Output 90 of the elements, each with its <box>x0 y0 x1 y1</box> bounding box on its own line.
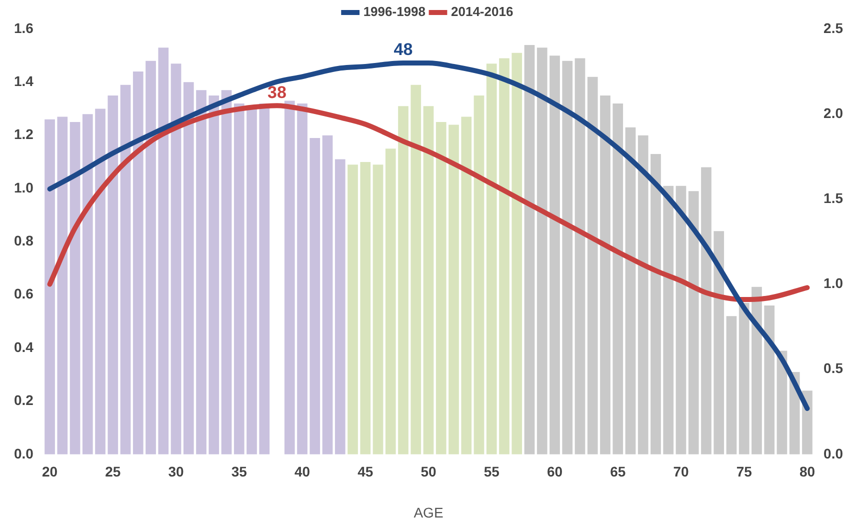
bar <box>764 306 775 454</box>
bar <box>752 286 762 454</box>
bar <box>44 119 55 454</box>
bar <box>738 302 750 454</box>
bar <box>221 90 232 454</box>
bar <box>146 60 156 454</box>
y2-tick-label: 1.5 <box>824 190 844 206</box>
bar <box>183 82 194 454</box>
bar <box>701 167 712 454</box>
y-tick-label: 0.6 <box>14 286 34 302</box>
x-tick-label: 60 <box>546 464 563 480</box>
x-tick-label: 55 <box>484 464 500 480</box>
x-tick-label: 40 <box>294 464 310 480</box>
legend-label: 1996-1998 <box>363 4 426 20</box>
bar <box>726 316 737 454</box>
bar <box>663 186 674 454</box>
bar <box>170 64 182 454</box>
bar <box>297 103 308 454</box>
bar <box>108 95 118 454</box>
bar <box>600 95 610 454</box>
bar <box>348 164 358 454</box>
bar <box>612 103 624 454</box>
y-tick-label: 1.0 <box>14 179 34 196</box>
bar <box>82 114 93 454</box>
bar <box>360 162 371 454</box>
bar <box>688 191 699 454</box>
bar <box>385 148 396 454</box>
bar <box>474 95 484 454</box>
bar <box>95 108 106 454</box>
bar <box>208 95 220 454</box>
x-tick-label: 50 <box>420 464 436 480</box>
bar <box>310 138 320 454</box>
bar <box>334 159 346 454</box>
bar <box>70 122 80 454</box>
bar <box>410 84 422 454</box>
y-tick-label: 1.2 <box>14 126 34 142</box>
x-tick-label: 75 <box>736 464 752 480</box>
bar <box>398 106 408 454</box>
bar <box>638 135 648 454</box>
x-tick-label: 20 <box>42 464 58 480</box>
bar <box>536 48 548 454</box>
x-axis-title: AGE <box>414 504 444 520</box>
bar <box>562 60 573 454</box>
annotation: 48 <box>394 40 413 60</box>
bar <box>259 103 270 454</box>
y-tick-label: 0.8 <box>14 232 34 249</box>
x-tick-label: 80 <box>799 464 816 480</box>
x-tick-label: 45 <box>358 464 374 480</box>
bar <box>550 56 560 454</box>
bar <box>372 164 384 454</box>
bar <box>499 58 510 454</box>
bar <box>448 124 459 454</box>
x-tick-label: 30 <box>168 464 184 480</box>
legend-label: 2014-2016 <box>451 4 514 20</box>
bar <box>486 64 497 454</box>
x-tick-label: 65 <box>610 464 626 480</box>
y-tick-label: 0.4 <box>14 338 34 355</box>
y2-tick-label: 0.0 <box>824 445 844 462</box>
bar <box>802 390 812 454</box>
bar <box>625 127 636 454</box>
bar <box>120 84 131 454</box>
y-tick-label: 0.2 <box>14 392 34 408</box>
x-tick-label: 35 <box>231 464 248 480</box>
bar <box>676 186 686 454</box>
y-tick-label: 1.4 <box>14 73 34 90</box>
y2-tick-label: 0.5 <box>824 360 844 376</box>
bar <box>714 231 724 454</box>
bar <box>574 58 586 454</box>
y2-tick-label: 2.0 <box>824 104 844 121</box>
bar <box>158 48 169 454</box>
bar <box>423 106 434 454</box>
bar <box>650 154 661 454</box>
bar <box>132 72 144 454</box>
bar <box>234 103 244 454</box>
bar <box>57 116 68 454</box>
y2-tick-label: 2.5 <box>824 20 844 36</box>
bar <box>587 76 598 454</box>
x-tick-label: 70 <box>673 464 689 480</box>
y-tick-label: 1.6 <box>14 20 34 36</box>
bar <box>284 100 295 454</box>
bar <box>524 44 535 454</box>
annotation: 38 <box>268 82 286 102</box>
bar <box>512 52 522 454</box>
y-tick-label: 0.0 <box>14 445 34 462</box>
y2-tick-label: 1.0 <box>824 275 844 292</box>
bar <box>196 90 206 454</box>
bar <box>436 122 446 454</box>
x-tick-label: 25 <box>105 464 121 480</box>
bar <box>322 135 333 454</box>
bar <box>461 116 472 454</box>
